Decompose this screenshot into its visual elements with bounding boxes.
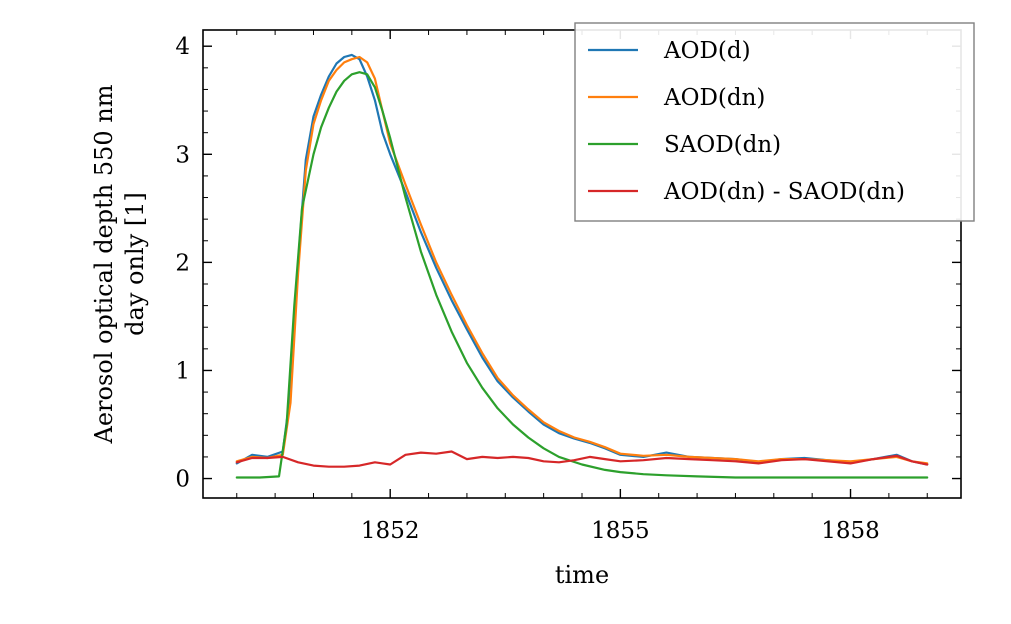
legend-label-2: SAOD(dn) <box>664 132 781 158</box>
legend-label-3: AOD(dn) - SAOD(dn) <box>663 179 905 205</box>
y-axis-label-line2: day only [1] <box>121 192 149 336</box>
series-layer <box>235 53 929 479</box>
y-tick-label: 1 <box>175 358 190 384</box>
y-tick-label: 3 <box>175 142 190 168</box>
x-tick-label: 1858 <box>821 518 880 544</box>
legend-label-0: AOD(d) <box>663 38 751 64</box>
legend-box <box>574 22 975 222</box>
legend: AOD(d) AOD(dn) SAOD(dn) AOD(dn) - SAOD(dn) <box>574 22 975 222</box>
legend-label-1: AOD(dn) <box>663 85 765 111</box>
x-axis-label: time <box>555 561 609 589</box>
series-line-1 <box>235 55 929 465</box>
y-tick-label: 0 <box>175 467 190 493</box>
x-tick-label: 1855 <box>591 518 650 544</box>
y-tick-label: 4 <box>175 34 190 60</box>
series-line-2 <box>235 71 929 479</box>
tick-labels: 1852 1855 1858 0 1 2 3 4 <box>175 34 879 544</box>
x-tick-label: 1852 <box>361 518 420 544</box>
series-line-3 <box>235 450 929 468</box>
y-axis-label-line1: Aerosol optical depth 550 nm <box>90 84 118 444</box>
y-tick-label: 2 <box>175 250 190 276</box>
